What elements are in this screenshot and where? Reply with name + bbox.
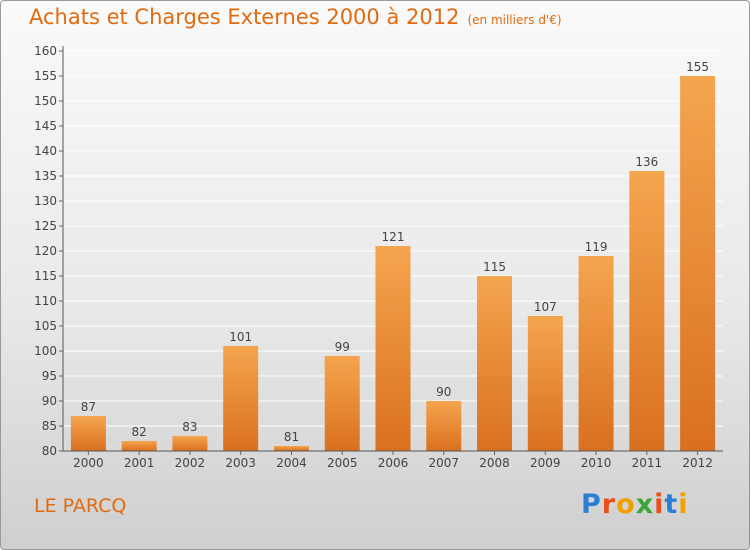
value-label: 107 bbox=[534, 300, 557, 314]
bar bbox=[324, 356, 360, 451]
y-tick-label: 135 bbox=[34, 169, 57, 183]
y-tick-label: 160 bbox=[34, 44, 57, 58]
chart-unit: (en milliers d'€) bbox=[467, 13, 562, 27]
y-tick-label: 140 bbox=[34, 144, 57, 158]
bar bbox=[375, 246, 411, 451]
chart-title-text: Achats et Charges Externes 2000 à 2012 bbox=[29, 5, 460, 29]
bar bbox=[426, 401, 462, 451]
logo-letter: t bbox=[664, 489, 679, 520]
bar bbox=[680, 76, 716, 451]
value-label: 119 bbox=[585, 240, 608, 254]
x-tick-label: 2009 bbox=[530, 456, 561, 470]
value-label: 81 bbox=[284, 430, 299, 444]
logo-letter: r bbox=[601, 489, 617, 520]
bar bbox=[527, 316, 563, 451]
logo-letter: o bbox=[616, 489, 636, 520]
value-label: 82 bbox=[132, 425, 147, 439]
proxiti-logo: Proxiti bbox=[581, 489, 689, 520]
bar bbox=[578, 256, 614, 451]
y-tick-label: 95 bbox=[42, 369, 57, 383]
value-label: 99 bbox=[335, 340, 350, 354]
x-tick-label: 2006 bbox=[378, 456, 409, 470]
y-tick-label: 125 bbox=[34, 219, 57, 233]
y-tick-label: 80 bbox=[42, 444, 57, 458]
bar bbox=[477, 276, 513, 451]
y-tick-label: 155 bbox=[34, 69, 57, 83]
y-tick-label: 150 bbox=[34, 94, 57, 108]
logo-letter: x bbox=[635, 489, 655, 520]
value-label: 115 bbox=[483, 260, 506, 274]
y-tick-label: 120 bbox=[34, 244, 57, 258]
bar bbox=[172, 436, 208, 451]
logo-letter: i bbox=[654, 489, 665, 520]
bar bbox=[629, 171, 665, 451]
x-tick-label: 2003 bbox=[225, 456, 256, 470]
x-tick-label: 2008 bbox=[479, 456, 510, 470]
x-tick-label: 2011 bbox=[632, 456, 663, 470]
value-label: 90 bbox=[436, 385, 451, 399]
logo-letter: i bbox=[678, 489, 689, 520]
chart-title: Achats et Charges Externes 2000 à 2012 (e… bbox=[29, 5, 562, 29]
value-label: 101 bbox=[229, 330, 252, 344]
bars bbox=[70, 76, 716, 451]
bar bbox=[70, 416, 106, 451]
value-label: 136 bbox=[635, 155, 658, 169]
value-label: 87 bbox=[81, 400, 96, 414]
x-tick-label: 2002 bbox=[175, 456, 206, 470]
y-tick-label: 105 bbox=[34, 319, 57, 333]
value-label: 121 bbox=[382, 230, 405, 244]
y-tick-label: 90 bbox=[42, 394, 57, 408]
value-label: 155 bbox=[686, 60, 709, 74]
y-tick-label: 100 bbox=[34, 344, 57, 358]
bar bbox=[273, 446, 309, 451]
value-label: 83 bbox=[182, 420, 197, 434]
x-tick-label: 2007 bbox=[428, 456, 459, 470]
bar bbox=[121, 441, 157, 451]
x-tick-label: 2012 bbox=[682, 456, 713, 470]
labels: 80 85 90 95 100 105 110 115 120 125 130 135 140 145 15… bbox=[34, 44, 713, 470]
y-tick-label: 145 bbox=[34, 119, 57, 133]
y-tick-label: 85 bbox=[42, 419, 57, 433]
logo-letter: P bbox=[581, 489, 602, 520]
x-tick-label: 2010 bbox=[581, 456, 612, 470]
y-tick-label: 130 bbox=[34, 194, 57, 208]
x-tick-label: 2001 bbox=[124, 456, 155, 470]
axes bbox=[59, 46, 723, 455]
place-name: LE PARCQ bbox=[34, 495, 127, 517]
x-tick-label: 2000 bbox=[73, 456, 104, 470]
x-tick-label: 2005 bbox=[327, 456, 358, 470]
y-tick-label: 115 bbox=[34, 269, 57, 283]
bar bbox=[223, 346, 259, 451]
y-tick-label: 110 bbox=[34, 294, 57, 308]
x-tick-label: 2004 bbox=[276, 456, 307, 470]
